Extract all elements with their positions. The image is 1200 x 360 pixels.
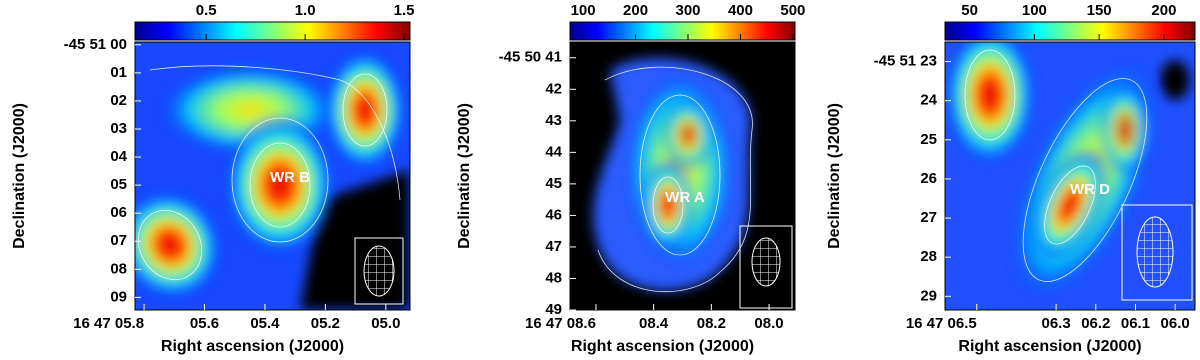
y-tick-label: 27: [920, 209, 937, 226]
x-tick-label: 08.0: [754, 315, 783, 332]
y-tick-label: 26: [920, 170, 937, 187]
y-tick-label: 42: [545, 80, 562, 97]
y-tick-label: -45 50 41: [499, 49, 562, 66]
colorbar-tick-label: 200: [1151, 2, 1176, 19]
x-tick-label: 06.3: [1042, 315, 1071, 332]
x-tick-label: 16 47 08.6: [525, 315, 596, 332]
x-tick-label: 06.2: [1081, 315, 1110, 332]
x-tick-label: 05.2: [311, 315, 340, 332]
y-tick-label: 48: [545, 269, 562, 286]
y-axis-label: Declination (J2000): [11, 103, 28, 249]
y-axis-label: Declination (J2000): [826, 103, 843, 249]
plot-frame: [134, 41, 411, 311]
y-tick-label: 46: [545, 206, 562, 223]
y-tick-label: 44: [545, 143, 562, 160]
x-tick-label: 08.4: [639, 315, 669, 332]
x-tick-label: 16 47 06.5: [906, 315, 977, 332]
y-tick-label: 04: [110, 148, 127, 165]
colorbar-tick-label: 1.5: [394, 2, 415, 19]
y-tick-label: 02: [110, 92, 127, 109]
y-tick-label: 49: [545, 301, 562, 318]
colorbar-tick-label: 100: [1022, 2, 1047, 19]
colorbar: [569, 21, 796, 41]
x-axis-label: Right ascension (J2000): [161, 338, 344, 355]
y-axis-label: Declination (J2000): [456, 103, 473, 249]
colorbar-tick-label: 500: [780, 2, 805, 19]
colorbar-tick-label: 50: [961, 2, 978, 19]
y-tick-label: 06: [110, 204, 127, 221]
map-image: [570, 42, 795, 310]
source-label: WR D: [1070, 181, 1110, 198]
x-axis-label: Right ascension (J2000): [571, 338, 754, 355]
y-tick-label: 29: [920, 287, 937, 304]
x-tick-label: 05.4: [250, 315, 280, 332]
colorbar-tick-label: 400: [728, 2, 753, 19]
colorbar-tick-label: 150: [1087, 2, 1112, 19]
x-tick-label: 06.1: [1121, 315, 1150, 332]
map-image: [135, 42, 410, 310]
plot-frame: [944, 41, 1196, 311]
y-tick-label: 47: [545, 238, 562, 255]
y-tick-label: 28: [920, 248, 937, 265]
source-label: WR A: [665, 189, 705, 206]
y-tick-label: 25: [920, 131, 937, 148]
x-tick-label: 05.6: [190, 315, 219, 332]
y-tick-label: 43: [545, 112, 562, 129]
x-axis-label: Right ascension (J2000): [958, 338, 1141, 355]
x-tick-label: 08.2: [697, 315, 726, 332]
map-image: [945, 42, 1195, 310]
y-tick-label: 45: [545, 175, 562, 192]
source-label: WR B: [270, 169, 310, 186]
x-tick-label: 05.0: [371, 315, 400, 332]
colorbar-tick-label: 0.5: [196, 2, 217, 19]
y-tick-label: 01: [110, 64, 127, 81]
y-tick-label: -45 51 23: [874, 53, 937, 70]
colorbar: [944, 21, 1196, 41]
y-tick-label: 09: [110, 288, 127, 305]
y-tick-label: -45 51 00: [64, 36, 127, 53]
colorbar: [134, 21, 411, 41]
y-tick-label: 07: [110, 232, 127, 249]
colorbar-tick-label: 300: [675, 2, 700, 19]
y-tick-label: 03: [110, 120, 127, 137]
x-tick-label: 16 47 05.8: [73, 315, 144, 332]
colorbar-tick-label: 100: [571, 2, 596, 19]
y-tick-label: 08: [110, 260, 127, 277]
y-tick-label: 05: [110, 176, 127, 193]
colorbar-tick-label: 200: [623, 2, 648, 19]
x-tick-label: 06.0: [1161, 315, 1190, 332]
y-tick-label: 24: [920, 92, 937, 109]
plot-frame: [569, 41, 796, 311]
colorbar-tick-label: 1.0: [295, 2, 316, 19]
